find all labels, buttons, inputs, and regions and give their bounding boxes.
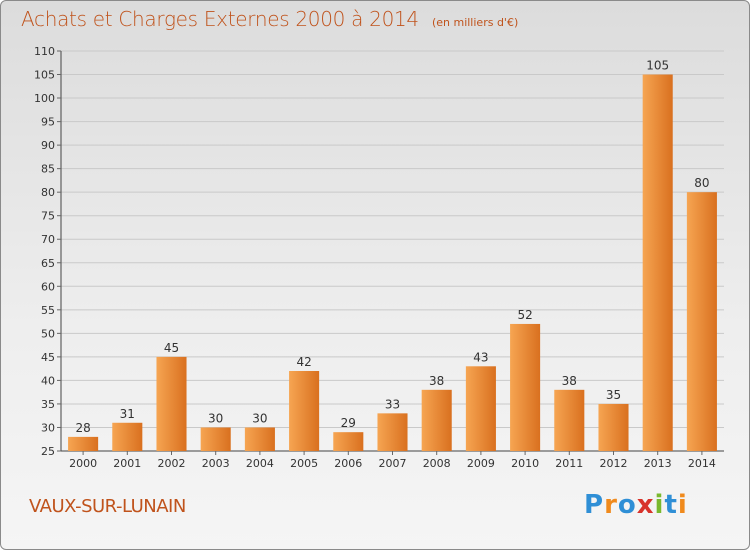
y-tick-label: 40: [41, 374, 55, 387]
logo-letter: x: [636, 490, 655, 520]
bar: [200, 427, 231, 451]
logo-letter: i: [654, 490, 665, 520]
y-tick-label: 105: [34, 69, 55, 82]
data-label: 35: [606, 388, 621, 402]
x-tick-label: 2011: [555, 457, 583, 470]
y-tick-label: 95: [41, 116, 55, 129]
y-tick-label: 60: [41, 280, 55, 293]
y-tick-label: 75: [41, 210, 55, 223]
y-tick-label: 35: [41, 398, 55, 411]
x-tick-label: 2014: [688, 457, 716, 470]
x-tick-label: 2010: [511, 457, 539, 470]
data-label: 42: [296, 355, 311, 369]
title-row: Achats et Charges Externes 2000 à 2014 (…: [21, 7, 518, 31]
y-tick-label: 90: [41, 139, 55, 152]
bar: [289, 371, 320, 451]
bar: [244, 427, 275, 451]
bar: [377, 413, 408, 451]
x-tick-label: 2002: [158, 457, 186, 470]
x-tick-label: 2008: [423, 457, 451, 470]
bar: [68, 436, 99, 451]
proxiti-logo[interactable]: Proxiti: [584, 490, 688, 520]
logo-letter: P: [584, 490, 605, 520]
y-tick-label: 25: [41, 445, 55, 458]
y-tick-label: 100: [34, 92, 55, 105]
logo-letter: r: [604, 490, 618, 520]
bar: [333, 432, 364, 451]
data-label: 45: [164, 341, 179, 355]
data-label: 38: [562, 374, 577, 388]
x-tick-labels: 2000 2001 2002 2003 2004 2005 2006 2007 2008 2009…: [69, 451, 716, 470]
bars: [68, 74, 717, 452]
bar: [465, 366, 496, 451]
logo-letter: o: [617, 490, 637, 520]
y-tick-label: 65: [41, 257, 55, 270]
data-label: 31: [120, 407, 135, 421]
x-tick-label: 2005: [290, 457, 318, 470]
x-tick-label: 2004: [246, 457, 274, 470]
bar: [686, 192, 717, 452]
data-label: 28: [75, 421, 90, 435]
data-label: 52: [517, 308, 532, 322]
data-labels: 28 31 45 30 30 42 29 33 38 43 52 38 35 105 80: [75, 59, 709, 435]
y-tick-label: 45: [41, 351, 55, 364]
x-tick-label: 2003: [202, 457, 230, 470]
bar: [421, 389, 452, 451]
bar: [510, 323, 541, 451]
y-tick-labels: 25 30 35 40 45 50 55 60 65 70 75 80 85 90 95 100 105 110: [34, 45, 61, 458]
y-tick-label: 70: [41, 233, 55, 246]
x-tick-label: 2009: [467, 457, 495, 470]
x-tick-label: 2006: [334, 457, 362, 470]
y-tick-label: 30: [41, 421, 55, 434]
bar: [598, 403, 629, 451]
data-label: 105: [646, 59, 669, 73]
x-tick-label: 2000: [69, 457, 97, 470]
bar: [642, 74, 673, 451]
bar: [554, 389, 585, 451]
commune-name: VAUX-SUR-LUNAIN: [29, 496, 186, 517]
logo-letter: i: [677, 490, 688, 520]
chart-title: Achats et Charges Externes 2000 à 2014: [21, 7, 419, 31]
x-tick-label: 2013: [644, 457, 672, 470]
y-tick-label: 110: [34, 45, 55, 58]
bar: [156, 356, 187, 451]
data-label: 33: [385, 397, 400, 411]
data-label: 38: [429, 374, 444, 388]
data-label: 43: [473, 350, 488, 364]
y-tick-label: 50: [41, 327, 55, 340]
data-label: 30: [252, 411, 267, 425]
y-tick-label: 85: [41, 163, 55, 176]
x-tick-label: 2007: [379, 457, 407, 470]
chart-unit: (en milliers d'€): [431, 16, 519, 29]
logo-letter: t: [664, 490, 678, 520]
x-tick-label: 2001: [113, 457, 141, 470]
bar: [112, 422, 143, 451]
data-label: 29: [341, 416, 356, 430]
x-tick-label: 2012: [600, 457, 628, 470]
data-label: 80: [694, 176, 709, 190]
y-tick-label: 55: [41, 304, 55, 317]
y-tick-label: 80: [41, 186, 55, 199]
data-label: 30: [208, 411, 223, 425]
